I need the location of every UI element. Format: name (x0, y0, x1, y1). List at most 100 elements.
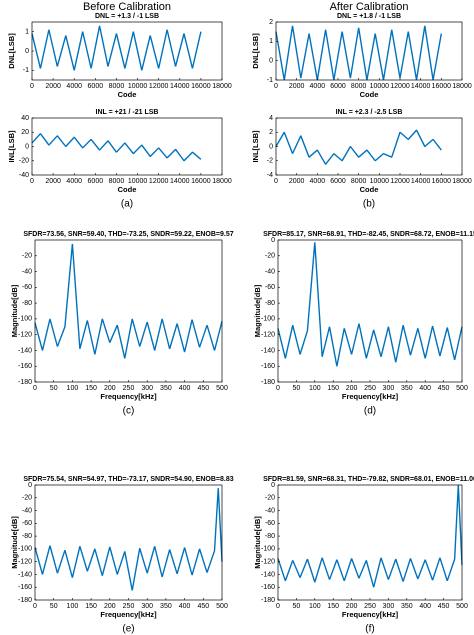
y-tick-label: -160 (18, 584, 32, 591)
y-tick-label: 0 (271, 482, 275, 489)
x-tick-label: 100 (67, 385, 79, 392)
x-tick-label: 450 (197, 603, 209, 610)
column-title: Before Calibration (83, 1, 171, 13)
x-tick-label: 10000 (370, 83, 390, 90)
x-axis-label: Code (360, 185, 379, 194)
x-tick-label: 150 (327, 385, 339, 392)
y-tick-label: -120 (18, 559, 32, 566)
x-tick-label: 200 (104, 603, 116, 610)
x-tick-label: 100 (67, 603, 79, 610)
y-tick-label: -20 (265, 495, 275, 502)
x-tick-label: 350 (401, 385, 413, 392)
x-axis-label: Frequency[kHz] (342, 392, 399, 401)
y-tick-label: -120 (18, 332, 32, 339)
caption: (f) (365, 624, 374, 635)
signal-line (277, 484, 463, 588)
signal-line (34, 488, 223, 591)
x-tick-label: 18000 (212, 83, 232, 90)
x-tick-label: 300 (141, 385, 153, 392)
x-tick-label: 100 (309, 603, 321, 610)
x-tick-label: 12000 (149, 83, 169, 90)
x-tick-label: 18000 (452, 83, 472, 90)
x-tick-label: 200 (346, 603, 358, 610)
y-tick-label: -80 (265, 300, 275, 307)
x-tick-label: 0 (276, 385, 280, 392)
signal-line (31, 25, 202, 71)
x-tick-label: 400 (179, 385, 191, 392)
plot-title: SFDR=75.54, SNR=54.97, THD=-73.17, SNDR=… (23, 476, 233, 483)
signal-line (277, 242, 463, 367)
x-tick-label: 16000 (432, 178, 452, 185)
y-axis-label: Magnitude[dB] (253, 516, 262, 569)
x-tick-label: 50 (293, 603, 301, 610)
y-tick-label: -40 (265, 507, 275, 514)
signal-line (275, 25, 443, 81)
x-tick-label: 16000 (432, 83, 452, 90)
x-tick-label: 400 (419, 385, 431, 392)
y-tick-label: -100 (18, 546, 32, 553)
x-tick-label: 400 (179, 603, 191, 610)
x-tick-label: 500 (456, 603, 468, 610)
x-tick-label: 200 (104, 385, 116, 392)
x-tick-label: 50 (50, 385, 58, 392)
plot-area (35, 485, 222, 600)
x-tick-label: 0 (30, 178, 34, 185)
y-axis-label: DNL[LSB] (7, 33, 16, 69)
y-tick-label: -20 (265, 253, 275, 260)
y-tick-label: 0 (271, 237, 275, 244)
x-tick-label: 0 (33, 603, 37, 610)
x-tick-label: 0 (274, 178, 278, 185)
plot-area (278, 485, 462, 600)
y-tick-label: -180 (261, 379, 275, 386)
x-tick-label: 16000 (191, 178, 211, 185)
caption: (e) (122, 624, 134, 635)
y-tick-label: -60 (22, 284, 32, 291)
y-tick-label: -160 (261, 584, 275, 591)
y-tick-label: 40 (21, 115, 29, 122)
x-tick-label: 0 (276, 603, 280, 610)
x-tick-label: 8000 (109, 178, 125, 185)
y-tick-label: -100 (261, 316, 275, 323)
x-tick-label: 10000 (370, 178, 390, 185)
y-tick-label: -4 (267, 172, 273, 179)
x-tick-label: 450 (438, 385, 450, 392)
y-tick-label: -40 (19, 172, 29, 179)
x-tick-label: 4000 (66, 178, 82, 185)
y-axis-label: Magnitude[dB] (253, 284, 262, 337)
y-tick-label: -60 (22, 520, 32, 527)
y-tick-label: -1 (23, 67, 29, 74)
y-tick-label: -140 (18, 571, 32, 578)
y-tick-label: -40 (22, 507, 32, 514)
x-tick-label: 8000 (351, 83, 367, 90)
x-tick-label: 500 (216, 385, 228, 392)
y-tick-label: -160 (18, 363, 32, 370)
plot-title: SFDR=73.56, SNR=59.40, THD=-73.25, SNDR=… (23, 231, 233, 238)
x-tick-label: 350 (401, 603, 413, 610)
x-tick-label: 250 (123, 603, 135, 610)
plot-frame (275, 21, 463, 81)
plot-area (35, 240, 222, 382)
x-tick-label: 400 (419, 603, 431, 610)
x-axis-label: Frequency[kHz] (100, 392, 157, 401)
y-tick-label: -60 (265, 520, 275, 527)
y-tick-label: 0 (28, 482, 32, 489)
y-tick-label: 0 (25, 48, 29, 55)
y-tick-label: -80 (22, 533, 32, 540)
signal-line (31, 133, 202, 162)
x-tick-label: 100 (309, 385, 321, 392)
y-tick-label: -180 (18, 597, 32, 604)
x-tick-label: 14000 (411, 178, 431, 185)
x-axis-label: Frequency[kHz] (100, 610, 157, 619)
caption: (d) (364, 406, 376, 417)
y-tick-label: -180 (261, 597, 275, 604)
x-axis-label: Code (118, 90, 137, 99)
x-tick-label: 6000 (88, 178, 104, 185)
x-axis-label: Frequency[kHz] (342, 610, 399, 619)
y-tick-label: -100 (261, 546, 275, 553)
caption: (a) (121, 199, 133, 210)
x-tick-label: 0 (33, 385, 37, 392)
y-tick-label: -20 (19, 158, 29, 165)
y-tick-label: 1 (269, 38, 273, 45)
y-tick-label: 2 (269, 19, 273, 26)
